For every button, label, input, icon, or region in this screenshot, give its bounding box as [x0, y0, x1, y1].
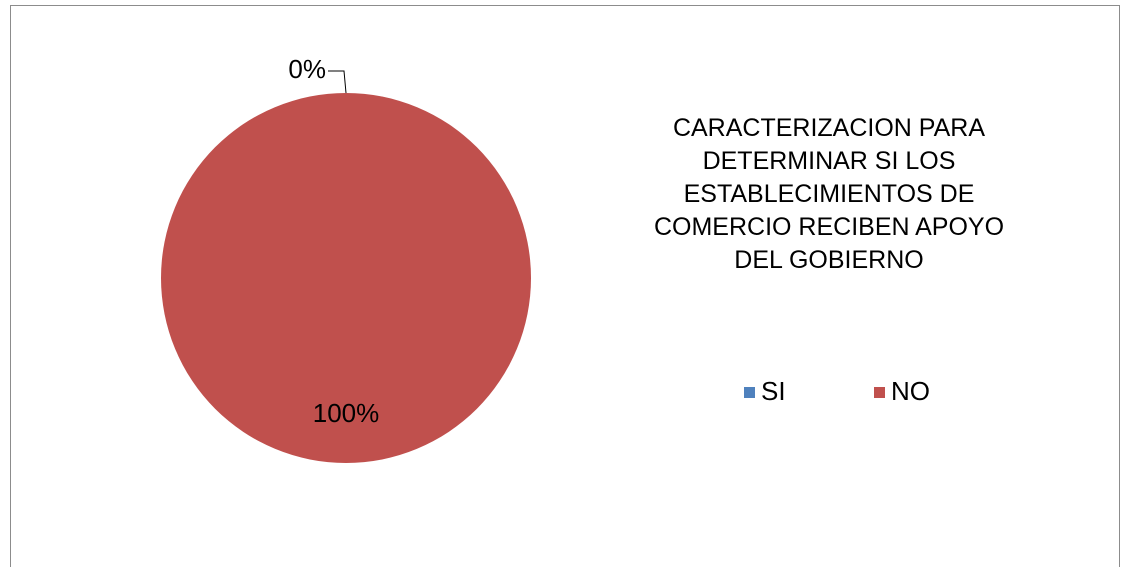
data-label: 0%: [288, 54, 326, 84]
chart-title: DETERMINAR SI LOS: [703, 147, 956, 175]
chart-title: ESTABLECIMIENTOS DE: [684, 180, 975, 208]
legend-label: NO: [891, 376, 930, 406]
legend-label: SI: [761, 376, 786, 406]
leader-line: [328, 70, 347, 94]
chart-title: DEL GOBIERNO: [734, 246, 923, 274]
chart-title: COMERCIO RECIBEN APOYO: [654, 213, 1004, 241]
legend-swatch: [744, 387, 755, 398]
legend-swatch: [874, 387, 885, 398]
chart-title: CARACTERIZACION PARA: [673, 114, 985, 142]
data-label: 100%: [313, 398, 380, 428]
pie-slice: [161, 93, 531, 463]
